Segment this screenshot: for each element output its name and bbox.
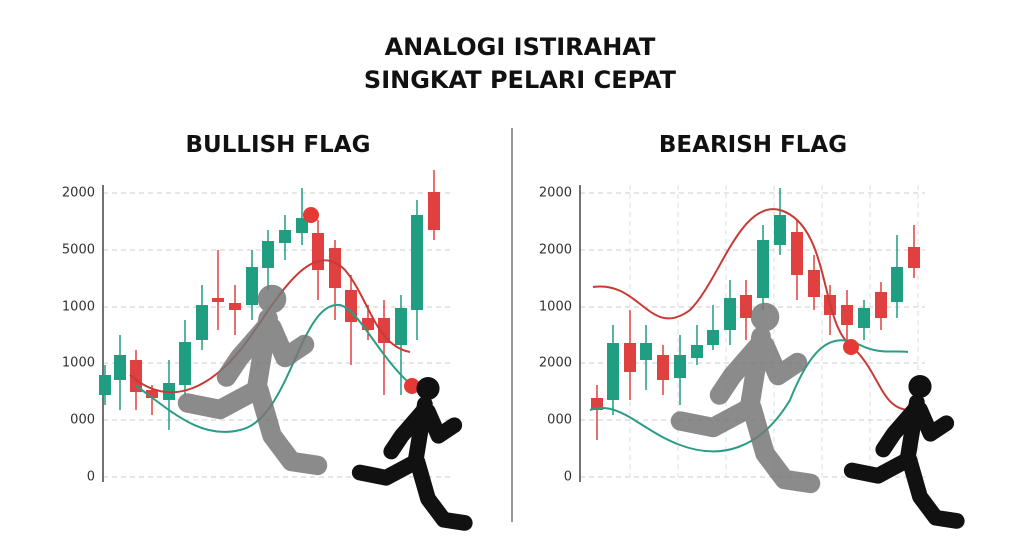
y-axis-label: 5000 [62,243,95,258]
candle-body [841,305,853,325]
candle-body [262,241,274,268]
y-axis-label: 0 [87,470,95,485]
candle-body [146,390,158,398]
candle-body [875,292,887,318]
candle-body [378,318,390,343]
runner-head [416,376,440,401]
runner-arm [875,401,923,458]
y-axis-label: 2000 [539,356,572,371]
candle-body [858,308,870,328]
runner-arm [709,335,769,405]
runner-arm [216,317,276,387]
candle-body [246,267,258,305]
candle-body [212,298,224,302]
candle-body [329,248,341,288]
runner-arm [420,403,463,444]
runner-leg [351,454,424,486]
candle-body [740,295,752,318]
runner-head [750,302,780,332]
candle-body [114,355,126,380]
candle-body [674,355,686,378]
runner-leg [249,380,328,476]
candle-body [724,298,736,330]
candle-body [279,230,291,243]
runner-silhouette [351,376,473,531]
candle-body [908,247,920,268]
trend-curve [134,303,416,433]
runner-silhouette [843,374,965,529]
candle-body [296,218,308,233]
y-axis-label: 1000 [62,300,95,315]
candle-body [130,360,142,392]
runner-leg [670,398,760,438]
candle-body [808,270,820,297]
candle-body [757,240,769,298]
candle-body [791,232,803,275]
candle-body [196,305,208,340]
candle-body [640,343,652,360]
candle-body [691,345,703,358]
marker-dot [303,207,319,223]
marker-dot [404,378,420,394]
y-axis-label: 1000 [539,300,572,315]
runner-leg [901,452,965,529]
candle-body [395,308,407,345]
runner-arm [383,403,431,460]
runner-silhouette [177,284,328,476]
y-axis-label: 2000 [539,186,572,201]
panel-heading: BULLISH FLAG [186,132,371,158]
candle-body [312,233,324,270]
panel-heading: BEARISH FLAG [659,132,847,158]
runner-leg [843,452,916,484]
runner-leg [409,454,473,531]
marker-dot [843,339,859,355]
candle-body [591,398,603,410]
candle-body [179,342,191,385]
candle-body [411,215,423,310]
candle-body [607,343,619,400]
title-line: ANALOGI ISTIRAHAT [385,33,656,61]
runner-silhouette [670,302,821,494]
runner-leg [177,380,267,420]
y-axis-label: 1000 [62,356,95,371]
runner-arm [912,401,955,442]
runner-arm [262,317,315,368]
trend-curve [592,208,911,411]
candle-body [229,303,241,310]
trend-curve [589,339,909,453]
candle-body [774,215,786,245]
trend-curve [129,259,411,394]
title-line: SINGKAT PELARI CEPAT [364,66,677,94]
runner-head [257,284,287,314]
candle-body [707,330,719,345]
y-axis-label: 000 [70,413,95,428]
candle-body [657,355,669,380]
candle-body [891,267,903,302]
y-axis-label: 2000 [539,243,572,258]
y-axis-label: 2000 [62,186,95,201]
runner-leg [742,398,821,494]
candle-body [624,343,636,372]
candle-body [99,375,111,395]
y-axis-label: 000 [547,413,572,428]
runner-head [908,374,932,399]
y-axis-label: 0 [564,470,572,485]
candle-body [428,192,440,230]
runner-arm [755,335,808,386]
